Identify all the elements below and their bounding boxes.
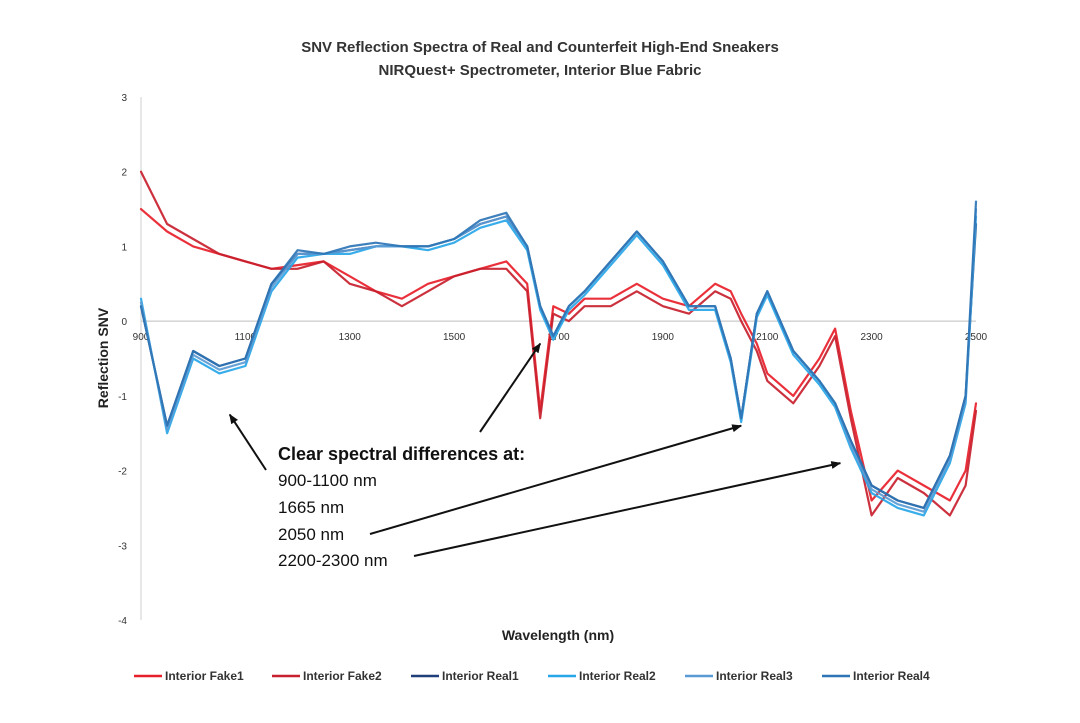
y-tick-label: -4 bbox=[118, 616, 127, 627]
series-line-2 bbox=[139, 170, 978, 517]
x-tick-label: 900 bbox=[133, 332, 150, 343]
annotation-layer: Clear spectral differences at: 900-1100 … bbox=[228, 342, 842, 570]
series-line-1 bbox=[139, 208, 978, 502]
legend-label: Interior Real3 bbox=[716, 669, 793, 683]
series-layer bbox=[139, 170, 978, 517]
y-tick-label: 0 bbox=[121, 317, 127, 328]
legend-item-6: Interior Real4 bbox=[822, 669, 930, 683]
annotation-line-2: 1665 nm bbox=[278, 498, 344, 517]
y-tick-label: 1 bbox=[121, 242, 127, 253]
legend-label: Interior Real4 bbox=[853, 669, 930, 683]
legend-label: Interior Fake1 bbox=[165, 669, 244, 683]
y-axis: 3 2 1 0 -1 -2 -3 -4 bbox=[118, 93, 142, 627]
y-tick-label: -1 bbox=[118, 392, 127, 403]
x-tick-label: 1100 bbox=[235, 332, 257, 343]
x-tick-label: 2300 bbox=[861, 332, 884, 343]
x-tick-label: 1900 bbox=[652, 332, 675, 343]
annotation-arrow-1 bbox=[228, 413, 267, 471]
y-axis-label: Reflection SNV bbox=[95, 307, 111, 408]
y-tick-label: 2 bbox=[121, 168, 127, 179]
legend-item-1: Interior Fake1 bbox=[134, 669, 244, 683]
series-line-5 bbox=[139, 208, 978, 513]
x-tick-label: 2100 bbox=[756, 332, 779, 343]
legend-item-2: Interior Fake2 bbox=[272, 669, 382, 683]
x-tick-label: 2500 bbox=[965, 332, 988, 343]
y-tick-label: -2 bbox=[118, 467, 127, 478]
legend-item-4: Interior Real2 bbox=[548, 669, 656, 683]
annotation-arrow-3 bbox=[369, 424, 743, 535]
chart-subtitle: NIRQuest+ Spectrometer, Interior Blue Fa… bbox=[378, 62, 701, 79]
annotation-arrow-4 bbox=[413, 461, 842, 557]
series-line-6 bbox=[139, 200, 978, 509]
series-line-4 bbox=[139, 215, 978, 517]
legend-label: Interior Fake2 bbox=[303, 669, 382, 683]
annotation-line-4: 2200-2300 nm bbox=[278, 551, 388, 570]
chart-title: SNV Reflection Spectra of Real and Count… bbox=[301, 39, 779, 56]
legend-label: Interior Real2 bbox=[579, 669, 656, 683]
annotation-line-3: 2050 nm bbox=[278, 525, 344, 544]
series-line-3 bbox=[139, 215, 978, 509]
y-tick-label: 3 bbox=[121, 93, 127, 104]
legend-label: Interior Real1 bbox=[442, 669, 519, 683]
annotation-heading: Clear spectral differences at: bbox=[278, 444, 525, 464]
x-tick-label: 1500 bbox=[443, 332, 466, 343]
legend-item-3: Interior Real1 bbox=[411, 669, 519, 683]
legend: Interior Fake1 Interior Fake2 Interior Rea… bbox=[134, 669, 930, 683]
annotation-arrow-2 bbox=[479, 342, 542, 433]
annotation-line-1: 900-1100 nm bbox=[278, 471, 377, 490]
x-tick-label: 1700 bbox=[547, 332, 570, 343]
x-axis: 900 1100 1300 1500 1700 1900 2100 2300 2500 bbox=[133, 320, 988, 343]
x-tick-label: 1300 bbox=[339, 332, 362, 343]
y-tick-label: -3 bbox=[118, 541, 127, 552]
x-axis-label: Wavelength (nm) bbox=[502, 627, 614, 643]
legend-item-5: Interior Real3 bbox=[685, 669, 793, 683]
